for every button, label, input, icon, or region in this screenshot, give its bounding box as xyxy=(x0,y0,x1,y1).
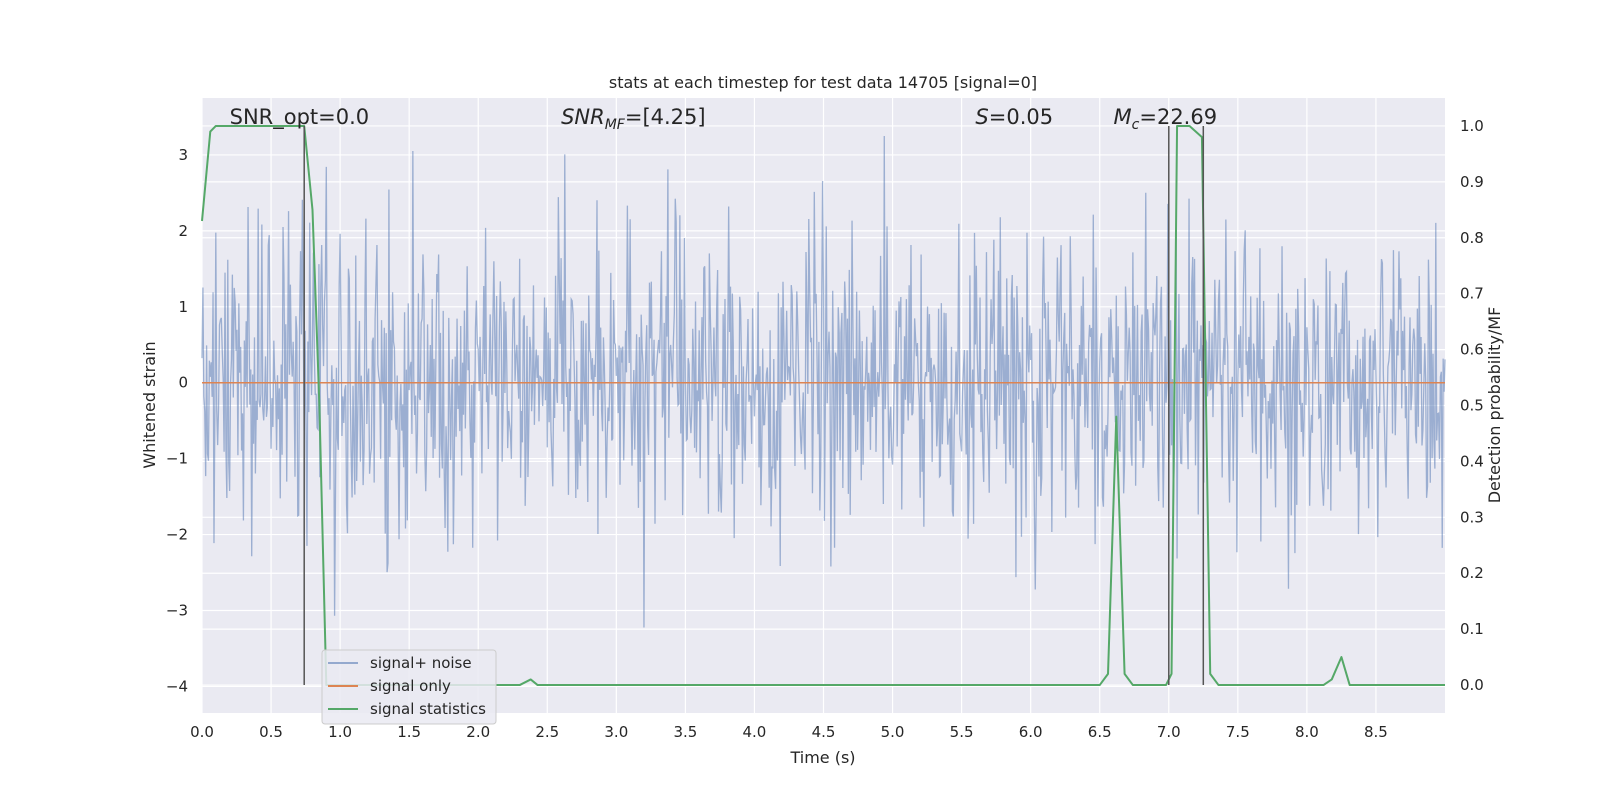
legend-label-signal-statistics: signal statistics xyxy=(370,700,486,718)
series-lines xyxy=(201,124,1445,687)
x-tick-label: 8.0 xyxy=(1295,723,1319,741)
y-tick-label: 3 xyxy=(178,146,188,164)
y-tick-label: 2 xyxy=(178,222,188,240)
y-tick-label: −3 xyxy=(166,602,188,620)
signal-noise-line xyxy=(201,136,1446,628)
vertical-markers xyxy=(303,125,1205,686)
annotation-text: SNR_opt=0.0 xyxy=(230,105,370,130)
x-tick-label: 2.0 xyxy=(466,723,490,741)
x-tick-label: 5.5 xyxy=(950,723,974,741)
annotations: SNR_opt=0.0 SNRMF=[4.25] S=0.05 Mc=22.69 xyxy=(230,105,1217,133)
y-tick-label: −4 xyxy=(166,677,188,695)
y2-tick-label: 0.7 xyxy=(1460,285,1484,303)
legend: signal+ noise signal only signal statist… xyxy=(321,649,497,725)
series-signal-noise xyxy=(201,136,1446,628)
x-tick-label: 3.0 xyxy=(604,723,628,741)
annotation-text: SNRMF=[4.25] xyxy=(561,105,706,133)
x-tick-label: 6.0 xyxy=(1019,723,1043,741)
y2-tick-label: 1.0 xyxy=(1460,117,1484,135)
y-tick-label: 1 xyxy=(178,298,188,316)
x-tick-label: 6.5 xyxy=(1088,723,1112,741)
y-tick-label: −2 xyxy=(166,526,188,544)
y2-tick-label: 0.6 xyxy=(1460,341,1484,359)
x-tick-label: 4.5 xyxy=(812,723,836,741)
y2-tick-label: 0.3 xyxy=(1460,508,1484,526)
x-tick-label: 3.5 xyxy=(673,723,697,741)
legend-label-signal-only: signal only xyxy=(370,677,451,695)
y2-tick-label: 0.9 xyxy=(1460,173,1484,191)
x-tick-label: 4.0 xyxy=(743,723,767,741)
x-tick-label: 2.5 xyxy=(535,723,559,741)
y-tick-label: 0 xyxy=(178,374,188,392)
x-tick-label: 5.0 xyxy=(881,723,905,741)
y2-axis-label: Detection probability/MF xyxy=(1485,307,1504,504)
annotation-text: S=0.05 xyxy=(975,105,1053,129)
x-tick-label: 1.0 xyxy=(328,723,352,741)
y2-tick-label: 0.2 xyxy=(1460,564,1484,582)
x-tick-label: 0.0 xyxy=(190,723,214,741)
y2-tick-label: 0.5 xyxy=(1460,397,1484,415)
chart-title: stats at each timestep for test data 147… xyxy=(609,73,1037,92)
legend-box xyxy=(321,649,497,725)
x-tick-label: 1.5 xyxy=(397,723,421,741)
y2-tick-label: 0.4 xyxy=(1460,452,1484,470)
y-axis-label: Whitened strain xyxy=(140,341,159,468)
annotation-text: Mc=22.69 xyxy=(1114,105,1218,133)
y2-tick-label: 0.1 xyxy=(1460,620,1484,638)
x-tick-label: 7.0 xyxy=(1157,723,1181,741)
x-axis-label: Time (s) xyxy=(789,748,855,767)
x-tick-label: 8.5 xyxy=(1364,723,1388,741)
y2-tick-label: 0.8 xyxy=(1460,229,1484,247)
signal-statistics-line xyxy=(201,124,1445,687)
y2-tick-label: 0.0 xyxy=(1460,676,1484,694)
tick-labels: 0.0 0.5 1.0 1.5 2.0 2.5 3.0 3.5 4.0 4.5 5.0 5.5 6.0 6… xyxy=(166,117,1484,741)
x-tick-label: 0.5 xyxy=(259,723,283,741)
legend-label-signal-noise: signal+ noise xyxy=(370,654,472,672)
x-tick-label: 7.5 xyxy=(1226,723,1250,741)
y-tick-label: −1 xyxy=(166,450,188,468)
